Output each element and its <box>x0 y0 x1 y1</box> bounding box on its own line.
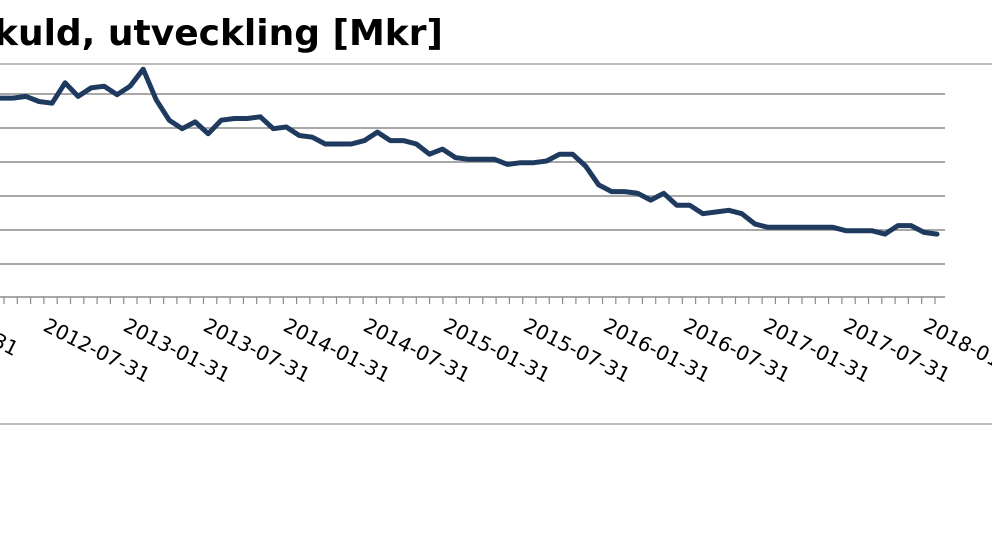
series-layer <box>0 66 940 237</box>
series-line <box>0 66 940 237</box>
x-tick-labels: 01-31 2012-07-312013-01-312013-07-312014-… <box>0 313 992 387</box>
x-axis <box>0 296 945 304</box>
x-tick-label: 01-31 <box>0 313 22 361</box>
chart-title: kuld, utveckling [Mkr] <box>0 13 443 54</box>
gridlines <box>0 93 945 265</box>
